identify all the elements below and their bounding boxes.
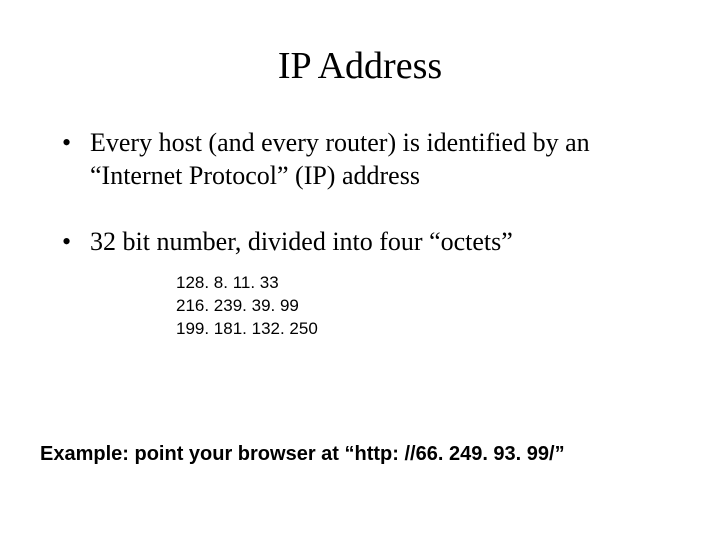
- slide: IP Address Every host (and every router)…: [0, 0, 720, 540]
- ip-example: 199. 181. 132. 250: [176, 318, 664, 341]
- bullet-text: Every host (and every router) is identif…: [90, 128, 590, 190]
- bullet-text: 32 bit number, divided into four “octets…: [90, 227, 513, 256]
- bullet-item: 32 bit number, divided into four “octets…: [56, 225, 664, 341]
- bullet-item: Every host (and every router) is identif…: [56, 126, 664, 193]
- slide-title: IP Address: [0, 0, 720, 88]
- slide-content: Every host (and every router) is identif…: [0, 88, 720, 341]
- ip-example: 216. 239. 39. 99: [176, 295, 664, 318]
- ip-example: 128. 8. 11. 33: [176, 272, 664, 295]
- bullet-list: Every host (and every router) is identif…: [56, 126, 664, 341]
- example-line: Example: point your browser at “http: //…: [0, 443, 720, 466]
- ip-example-block: 128. 8. 11. 33 216. 239. 39. 99 199. 181…: [176, 272, 664, 341]
